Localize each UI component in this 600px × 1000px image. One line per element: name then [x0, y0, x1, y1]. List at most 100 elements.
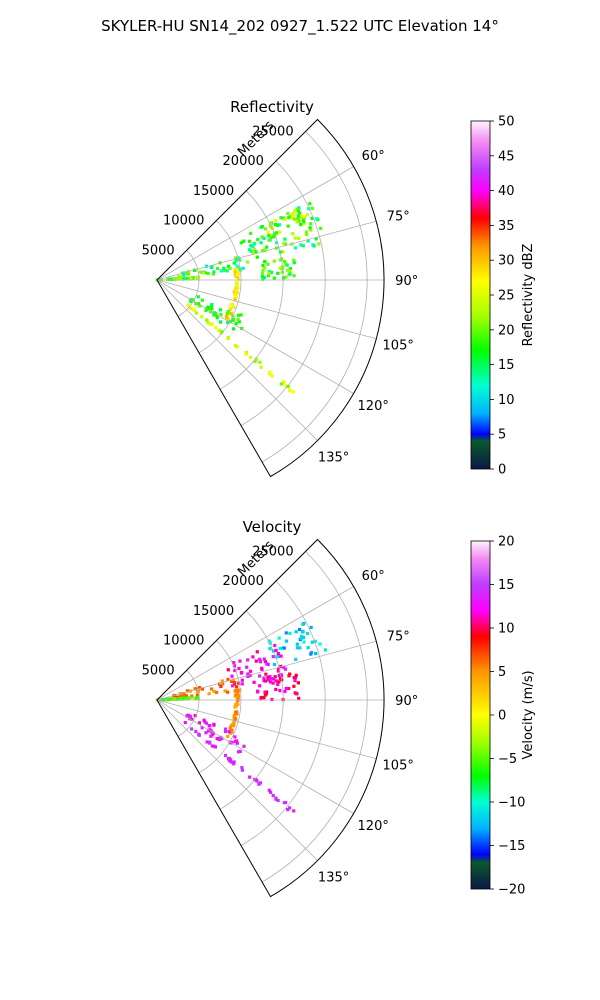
return-pixel	[235, 268, 239, 273]
return-pixel	[302, 636, 306, 640]
return-pixel	[300, 634, 304, 638]
return-pixel	[221, 682, 225, 686]
return-pixel	[309, 222, 313, 226]
return-pixel	[200, 298, 204, 302]
return-pixel	[237, 666, 241, 671]
return-pixel	[315, 217, 319, 221]
return-pixel	[261, 268, 265, 272]
return-pixel	[268, 680, 272, 684]
return-pixel	[262, 676, 266, 680]
return-pixel	[300, 630, 305, 634]
return-pixel	[240, 766, 244, 770]
return-pixel	[288, 631, 292, 635]
return-pixel	[219, 320, 223, 324]
return-pixel	[234, 321, 238, 326]
return-pixel	[277, 654, 281, 658]
return-pixel	[226, 320, 230, 325]
grid-ring	[198, 220, 242, 354]
return-pixel	[287, 686, 291, 691]
return-pixel	[284, 800, 288, 805]
return-pixel	[252, 242, 256, 246]
return-pixel	[188, 714, 192, 718]
return-pixel	[210, 302, 214, 307]
return-pixel	[209, 734, 213, 738]
sector-outline	[156, 118, 385, 478]
return-pixel	[319, 226, 323, 230]
grid-spoke	[156, 699, 377, 760]
grid-spoke	[156, 166, 354, 281]
return-pixel	[166, 697, 170, 701]
return-pixel	[218, 308, 222, 312]
return-pixel	[196, 693, 200, 697]
return-pixel	[237, 320, 241, 324]
grid-ring	[261, 551, 368, 883]
return-pixel	[184, 697, 188, 701]
return-pixel	[183, 721, 187, 725]
return-pixel	[190, 694, 194, 698]
return-pixel	[189, 299, 193, 303]
return-pixel	[223, 268, 227, 273]
colorbar-tick-label: 5	[498, 665, 506, 680]
return-pixel	[288, 672, 292, 676]
return-pixel	[220, 679, 224, 683]
return-pixel	[260, 274, 265, 278]
return-pixel	[251, 655, 255, 659]
return-pixel	[223, 753, 228, 757]
radial-tick-label: 20000	[223, 574, 264, 589]
return-pixel	[262, 657, 266, 661]
return-pixel	[263, 249, 267, 253]
return-pixel	[219, 312, 223, 317]
radial-tick-label: 15000	[193, 604, 234, 619]
return-pixel	[281, 216, 285, 220]
return-pixel	[200, 314, 204, 318]
return-pixel	[232, 305, 236, 309]
return-pixel	[267, 234, 271, 238]
return-pixel	[233, 268, 237, 272]
return-pixel	[206, 307, 210, 311]
return-pixel	[226, 310, 230, 314]
return-pixel	[262, 236, 266, 240]
return-pixel	[228, 758, 233, 762]
return-pixel	[232, 762, 236, 766]
return-pixel	[232, 261, 236, 265]
return-pixel	[254, 250, 258, 254]
grid-ring	[240, 580, 326, 846]
return-pixel	[309, 652, 313, 656]
return-pixel	[234, 295, 238, 299]
return-pixel	[244, 350, 248, 354]
colorbar: −20 −15 −10 −5 0 5 10 15 20 Velocity (m/s)	[470, 535, 536, 898]
return-pixel	[274, 222, 278, 227]
return-pixel	[297, 696, 301, 700]
return-pixel	[195, 690, 200, 694]
return-pixel	[245, 665, 249, 669]
return-pixel	[235, 281, 239, 285]
return-pixel	[189, 276, 193, 280]
return-pixel	[208, 740, 212, 744]
return-pixel	[268, 674, 272, 679]
return-pixel	[229, 760, 233, 764]
return-pixel	[259, 241, 263, 245]
return-pixel	[270, 374, 274, 378]
return-pixel	[247, 248, 252, 252]
return-pixel	[277, 223, 282, 227]
return-pixel	[232, 720, 236, 724]
return-pixel	[267, 678, 271, 682]
panel-title: Reflectivity	[230, 98, 314, 116]
return-pixel	[184, 694, 188, 698]
panel-title: Velocity	[243, 518, 302, 536]
radial-tick-label: 20000	[223, 154, 264, 169]
return-pixel	[181, 277, 185, 281]
colorbar-tick-label: −5	[498, 752, 517, 767]
return-pixel	[314, 237, 318, 241]
return-pixel	[263, 660, 267, 664]
return-pixel	[284, 639, 289, 643]
return-pixel	[262, 696, 266, 700]
return-pixel	[210, 687, 214, 691]
return-pixel	[241, 266, 245, 270]
return-pixel	[187, 714, 191, 718]
radial-tick-label: 10000	[163, 214, 204, 229]
return-pixel	[287, 216, 291, 220]
return-pixel	[236, 313, 241, 317]
return-pixel	[278, 646, 282, 651]
return-pixel	[323, 648, 327, 652]
